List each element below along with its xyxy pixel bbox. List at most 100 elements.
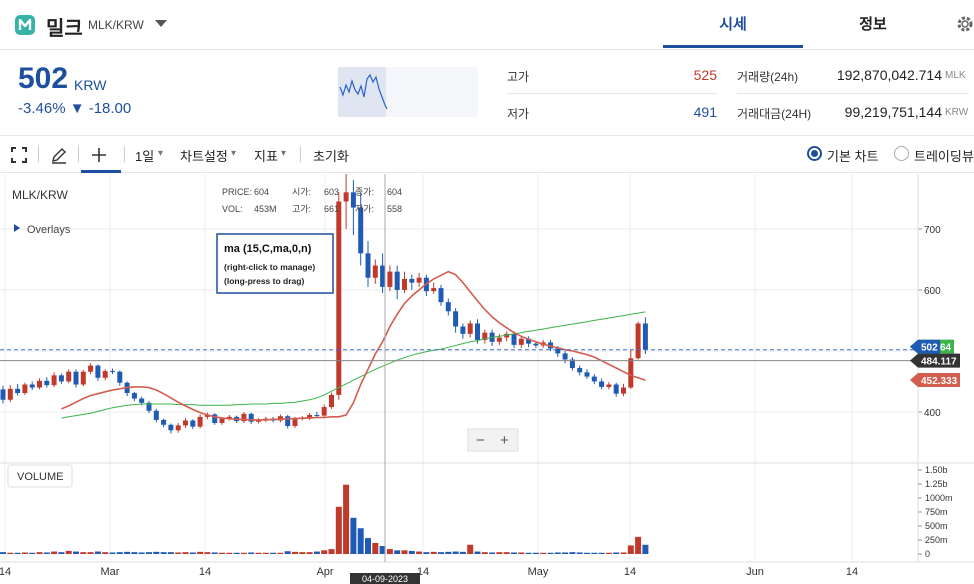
current-price: 502 <box>18 62 69 95</box>
crosshair-icon[interactable] <box>90 146 108 164</box>
candle-body <box>226 416 232 419</box>
volume-bar <box>240 552 247 554</box>
pencil-icon[interactable] <box>50 146 68 164</box>
tab-quote[interactable]: 시세 <box>663 0 803 48</box>
candle-body <box>102 371 108 378</box>
indicators-menu[interactable]: 지표 <box>254 149 278 164</box>
reset-button[interactable]: 초기화 <box>313 149 349 164</box>
candle-body <box>409 278 415 283</box>
volume-tick-label: 250m <box>925 535 948 545</box>
candle-body <box>131 393 137 399</box>
crosshair-price-tag: 484.117 <box>910 353 960 368</box>
legend-close-label: 종가: <box>355 187 374 197</box>
volume-bar <box>270 552 277 554</box>
legend-high-label: 고가: <box>292 204 311 214</box>
crosshair-date-bg <box>350 573 420 584</box>
volume-bar <box>350 517 357 554</box>
price-tag-text: 484.117 <box>921 357 957 368</box>
ma15-line <box>61 270 646 421</box>
volume-bar <box>87 552 94 554</box>
tradingview-label[interactable]: 트레이딩뷰 <box>914 149 974 164</box>
candle-body <box>329 394 334 408</box>
volume-bar <box>211 552 218 554</box>
basic-chart-radio[interactable] <box>807 146 822 161</box>
candle-body <box>402 278 407 290</box>
volume-bar <box>153 551 160 554</box>
candle-body <box>88 365 94 372</box>
overlays-toggle[interactable]: Overlays <box>27 224 71 236</box>
candle-body <box>277 416 283 421</box>
market-pair: MLK/KRW <box>88 18 144 32</box>
volume-bar <box>386 549 393 554</box>
candle-body <box>518 338 524 345</box>
zoom-controls: − + <box>467 428 519 452</box>
chart-settings-menu[interactable]: 차트설정 <box>180 149 228 164</box>
ohlc-legend: PRICE: 604 시가: 603 종가: 604 VOL: 453M 고가:… <box>222 187 402 214</box>
chevron-down-icon[interactable]: ▾ <box>158 148 164 159</box>
volume-bar <box>94 551 101 554</box>
x-tick-label: May <box>528 566 549 578</box>
price-tag-shape <box>910 353 960 368</box>
amount-value: 99,219,751,144 <box>844 104 942 120</box>
volume-bar <box>365 538 371 554</box>
indicator-tooltip[interactable]: ma (15,C,ma,0,n) (right-click to manage)… <box>216 233 334 294</box>
price-tag-shape <box>910 373 960 388</box>
candle-body <box>321 407 327 416</box>
ticker-summary <box>0 50 974 136</box>
candle-body <box>599 381 605 387</box>
chevron-down-icon[interactable]: ▾ <box>281 148 287 159</box>
tooltip-title: ma (15,C,ma,0,n) <box>224 243 312 255</box>
legend-low-label: 저가: <box>355 204 374 214</box>
volume-bar <box>124 551 131 554</box>
volume-bar <box>189 552 196 554</box>
candle-body <box>0 389 6 400</box>
basic-chart-label[interactable]: 기본 차트 <box>827 149 879 164</box>
fullscreen-icon[interactable] <box>11 147 27 163</box>
volume-tick-label: 1.25b <box>925 479 948 489</box>
legend-price: 604 <box>254 187 269 197</box>
candle-body <box>394 271 400 290</box>
x-tick-label: 14 <box>846 566 858 578</box>
gear-icon[interactable] <box>955 14 974 34</box>
volume-bar <box>175 552 182 554</box>
zoom-in-button[interactable]: + <box>500 432 509 449</box>
volume-bar <box>248 552 255 554</box>
volume-bar <box>73 551 79 554</box>
candle-body <box>577 368 583 373</box>
candle-body <box>307 415 313 419</box>
legend-vol: 453M <box>254 204 277 214</box>
tab-info[interactable]: 정보 <box>859 16 887 33</box>
divider <box>507 93 717 94</box>
chart-symbol: MLK/KRW <box>12 188 68 202</box>
interval-select[interactable]: 1일 <box>135 149 155 164</box>
candle-body <box>621 387 626 394</box>
play-icon[interactable] <box>14 224 20 232</box>
chevron-down-icon[interactable]: ▾ <box>231 148 237 159</box>
volume-bar <box>584 552 590 554</box>
candle-body <box>467 323 473 334</box>
ma-long-line <box>61 311 646 419</box>
candle-body <box>628 358 634 388</box>
candle-body <box>168 424 174 431</box>
volume-bar <box>576 552 583 554</box>
volume-bar <box>0 552 6 554</box>
volume-bar <box>313 551 320 554</box>
candle-body <box>562 353 568 360</box>
ma-long-partial-label: 64 <box>940 343 952 354</box>
x-tick-label: Mar <box>101 566 120 578</box>
volume-bar <box>452 551 459 554</box>
volume-bar <box>29 552 36 554</box>
x-tick-label: Jun <box>746 566 764 578</box>
tradingview-radio[interactable] <box>894 146 909 161</box>
last-price-tag: 502 <box>910 339 940 354</box>
y-tick-label: 600 <box>924 286 941 297</box>
candle-body <box>606 384 612 387</box>
y-tick-label: 400 <box>924 408 941 419</box>
price-chart[interactable]: 14 Mar 14 Apr 14 May 14 Jun 144006007001.50b1.25… <box>0 174 974 584</box>
legend-open-label: 시가: <box>292 187 311 197</box>
volume-bar <box>21 552 28 554</box>
tooltip-line1: (right-click to manage) <box>224 262 315 272</box>
zoom-out-button[interactable]: − <box>476 432 485 449</box>
volume-label: VOLUME <box>17 471 63 483</box>
chevron-down-icon[interactable] <box>155 20 167 27</box>
